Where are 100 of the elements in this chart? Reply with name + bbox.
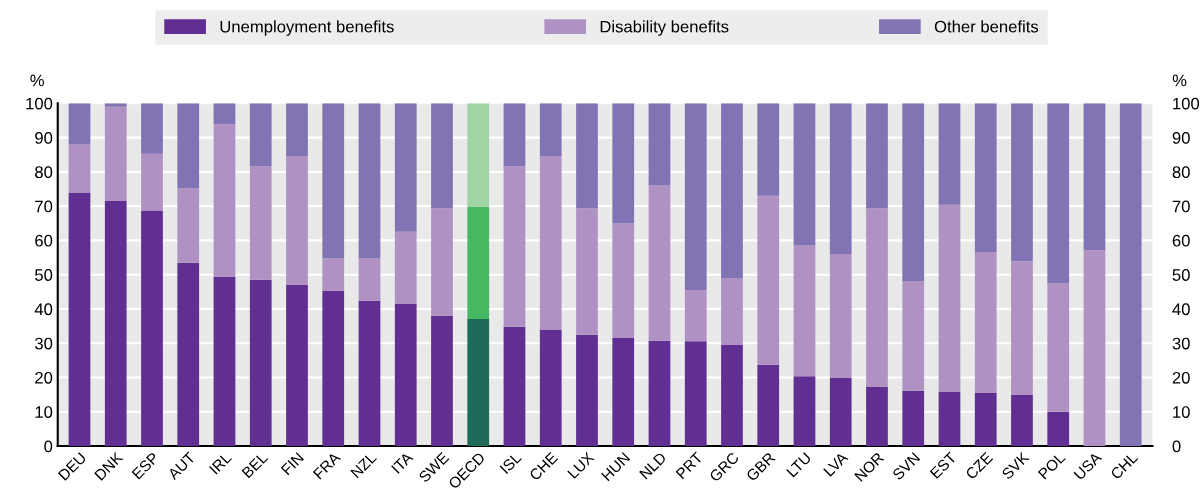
bar (213, 277, 236, 447)
x-tick-label: LVA (823, 451, 849, 477)
y2-tick-label: 90 (1172, 131, 1190, 144)
y-tick-label: 90 (35, 131, 53, 144)
bar (431, 315, 453, 447)
bar (213, 124, 236, 278)
x-tick-label: ITA (391, 451, 414, 474)
y-tick-label: 100 (26, 97, 53, 110)
bar (793, 376, 816, 447)
bar (1047, 411, 1070, 447)
x-tick-label: IRL (209, 451, 232, 475)
bar (684, 341, 707, 447)
bar (68, 103, 91, 145)
bar (213, 103, 236, 125)
y2-tick-label: 30 (1172, 337, 1190, 350)
y-tick-label: 10 (35, 406, 53, 418)
bar (394, 103, 417, 232)
y2-tick-label: 50 (1172, 269, 1190, 281)
bar (1011, 394, 1033, 447)
bar (721, 278, 743, 345)
bar (757, 364, 780, 447)
bar (1047, 103, 1070, 284)
bar (938, 204, 961, 392)
bar (322, 103, 345, 259)
bar (539, 329, 562, 447)
bar (829, 103, 852, 255)
bar (503, 326, 526, 447)
bar (721, 344, 743, 447)
y2-tick-label: 60 (1172, 234, 1190, 247)
bar (829, 254, 852, 378)
bar (648, 103, 671, 186)
bar (829, 377, 852, 447)
bar (467, 206, 490, 319)
x-tick-label: NZL (350, 451, 377, 479)
bar (358, 103, 381, 259)
bar (974, 252, 997, 393)
y2-tick-label: 80 (1172, 166, 1190, 179)
bar (576, 103, 598, 209)
y-tick-label: 30 (34, 337, 53, 350)
bar (177, 188, 200, 263)
legend-label: Unemployment benefits (220, 20, 394, 36)
y-tick-label: 20 (35, 371, 53, 384)
y-axis-title: % (30, 74, 45, 87)
bar (467, 103, 490, 207)
x-tick-label: CHL (1109, 451, 1139, 480)
bar (612, 338, 635, 447)
y2-tick-label: 10 (1173, 406, 1190, 418)
bar (757, 195, 780, 365)
bar (721, 103, 743, 279)
bar (1011, 103, 1033, 262)
bar (104, 201, 127, 447)
bar (286, 156, 308, 285)
y-tick-label: 50 (35, 269, 53, 281)
y2-axis-title: % (1172, 74, 1187, 87)
bar (249, 103, 272, 167)
bar (141, 103, 163, 154)
bar (974, 392, 997, 447)
y2-tick-label: 0 (1172, 440, 1181, 453)
bar (539, 103, 562, 157)
bar (467, 318, 490, 447)
bar (177, 262, 200, 447)
bar (866, 208, 888, 388)
bar (358, 258, 381, 301)
bar (1119, 103, 1142, 447)
x-tick-label: USA (1073, 451, 1103, 481)
bar (394, 231, 417, 304)
x-tick-label: POL (1037, 451, 1066, 480)
bar (902, 281, 925, 391)
bar (1083, 250, 1106, 447)
y-tick-label: 60 (35, 234, 53, 247)
bar (104, 106, 127, 201)
bar (866, 387, 888, 447)
bar (576, 334, 598, 447)
bar (902, 390, 925, 447)
bar (684, 290, 707, 342)
bar (902, 103, 925, 282)
y2-tick-label: 100 (1173, 97, 1200, 110)
bar (249, 279, 272, 447)
y-tick-label: 0 (44, 440, 53, 453)
bar (684, 103, 707, 291)
bar (576, 208, 598, 335)
y-tick-label: 40 (34, 303, 53, 316)
bar (503, 103, 526, 167)
y-tick-label: 70 (35, 200, 53, 213)
bar (358, 300, 381, 447)
bar (431, 103, 453, 209)
bar (1047, 283, 1070, 412)
bar (866, 103, 888, 209)
x-tick-label: BEL (241, 451, 269, 479)
bar (793, 103, 816, 246)
x-tick-label: ISL (499, 451, 523, 475)
y2-tick-label: 20 (1172, 371, 1190, 384)
bar (431, 208, 453, 316)
bar (1083, 103, 1106, 251)
y2-tick-label: 70 (1172, 200, 1190, 213)
bar (322, 258, 345, 291)
bar (793, 245, 816, 377)
bar (286, 103, 308, 157)
legend-label: Disability benefits (600, 20, 729, 36)
bar (974, 103, 997, 253)
